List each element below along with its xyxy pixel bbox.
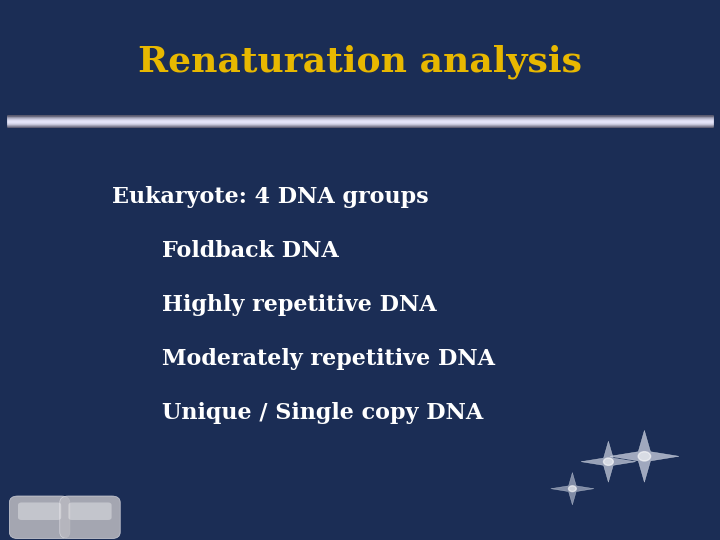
FancyBboxPatch shape (68, 502, 112, 520)
Circle shape (603, 458, 613, 465)
Text: Moderately repetitive DNA: Moderately repetitive DNA (162, 348, 495, 370)
Circle shape (638, 451, 651, 461)
FancyBboxPatch shape (60, 496, 120, 539)
Polygon shape (581, 441, 636, 482)
FancyBboxPatch shape (18, 502, 61, 520)
Text: Renaturation analysis: Renaturation analysis (138, 45, 582, 79)
Polygon shape (551, 472, 594, 505)
Circle shape (569, 486, 576, 491)
Text: Eukaryote: 4 DNA groups: Eukaryote: 4 DNA groups (112, 186, 428, 208)
Polygon shape (610, 430, 679, 482)
FancyBboxPatch shape (9, 496, 70, 539)
Text: Unique / Single copy DNA: Unique / Single copy DNA (162, 402, 483, 424)
Text: Foldback DNA: Foldback DNA (162, 240, 338, 262)
Text: Highly repetitive DNA: Highly repetitive DNA (162, 294, 436, 316)
